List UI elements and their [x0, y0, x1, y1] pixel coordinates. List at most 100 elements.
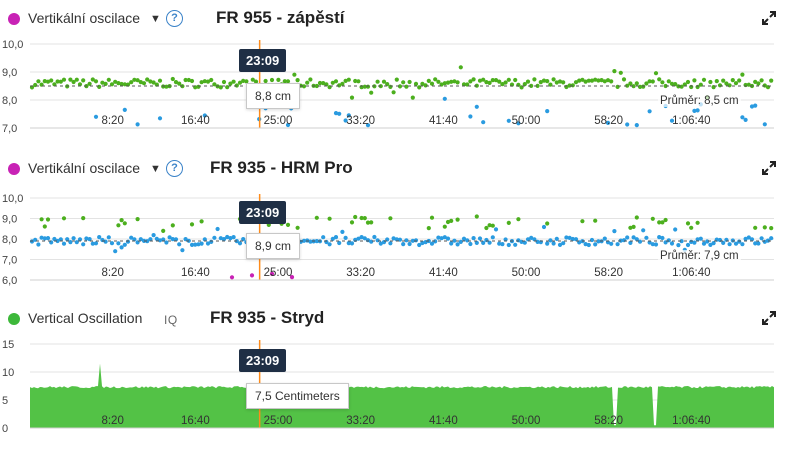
data-point — [455, 242, 460, 247]
x-tick-label: 1:06:40 — [672, 415, 710, 427]
data-point — [103, 239, 108, 244]
data-point — [561, 241, 566, 246]
panel-3-header: Vertical Oscillation IQ FR 935 - Stryd — [0, 308, 794, 330]
data-point — [769, 78, 774, 83]
data-point — [173, 80, 179, 85]
data-point — [653, 242, 659, 247]
data-point — [177, 242, 182, 247]
data-point — [186, 77, 191, 83]
data-point — [164, 84, 169, 89]
data-point — [545, 221, 550, 226]
data-point — [532, 77, 537, 82]
data-point — [58, 237, 63, 242]
data-point — [458, 239, 463, 244]
data-point — [369, 220, 374, 225]
data-point — [135, 122, 140, 127]
data-point — [753, 79, 758, 84]
data-point — [762, 122, 767, 127]
data-point — [650, 242, 655, 247]
data-point — [423, 83, 428, 88]
chart-fr935-hrm[interactable]: 10,0 9,0 8,0 7,0 6,0 8:20 16:40 25:00 33:20 41:40… — [0, 188, 794, 292]
data-point — [602, 79, 607, 84]
caret-down-icon[interactable]: ▼ — [150, 163, 161, 175]
data-point — [461, 82, 467, 87]
x-tick-label: 25:00 — [264, 415, 293, 427]
data-point — [218, 236, 223, 241]
data-point — [756, 81, 761, 86]
data-point — [68, 77, 73, 82]
data-point — [442, 81, 447, 86]
data-point — [545, 79, 550, 84]
x-tick-label: 58:20 — [594, 115, 623, 127]
data-point — [506, 77, 511, 82]
data-point — [695, 220, 700, 225]
data-point — [97, 84, 102, 89]
chart-stryd[interactable]: 15 10 5 0 8:20 16:40 25:00 33:20 41:40 50:00 58:20… — [0, 338, 794, 434]
data-point — [551, 241, 556, 246]
data-point — [170, 237, 175, 242]
data-point — [721, 78, 726, 83]
area-series — [30, 363, 774, 428]
data-point — [532, 237, 537, 242]
data-point — [241, 78, 246, 83]
caret-down-icon[interactable]: ▼ — [150, 13, 161, 25]
expand-arrows-icon[interactable] — [762, 161, 776, 175]
data-point — [631, 84, 636, 89]
data-point — [109, 241, 115, 246]
data-point — [653, 71, 659, 76]
data-point — [548, 82, 553, 87]
data-point — [225, 234, 230, 240]
data-point — [561, 80, 566, 85]
data-point — [119, 218, 124, 223]
data-point — [461, 236, 467, 241]
question-circle-icon[interactable]: ? — [166, 160, 183, 177]
expand-arrows-icon[interactable] — [762, 311, 776, 325]
x-tick-label: 33:20 — [346, 267, 375, 279]
data-point — [218, 85, 223, 90]
data-point — [468, 79, 473, 84]
metric-dropdown-label[interactable]: Vertikální oscilace — [28, 160, 141, 176]
metric-dropdown-label[interactable]: Vertikální oscilace — [28, 10, 141, 26]
data-point — [189, 242, 195, 247]
data-point — [436, 235, 441, 240]
data-point — [241, 237, 246, 242]
y-tick-label: 8,0 — [2, 95, 17, 107]
data-point — [183, 77, 188, 83]
expand-arrows-icon[interactable] — [762, 11, 776, 25]
data-point — [692, 78, 697, 83]
data-point — [692, 240, 697, 245]
data-point — [554, 236, 559, 241]
data-point — [285, 222, 291, 227]
data-point — [484, 80, 489, 85]
question-circle-icon[interactable]: ? — [166, 10, 183, 27]
data-point — [337, 111, 342, 116]
data-point — [641, 84, 646, 89]
data-point — [221, 79, 227, 85]
data-point — [135, 78, 140, 83]
data-point — [170, 223, 175, 228]
data-point — [202, 79, 207, 84]
data-point — [145, 77, 150, 82]
data-point — [420, 81, 425, 86]
metric-label[interactable]: Vertical Oscillation — [28, 310, 143, 326]
data-point — [455, 80, 460, 85]
chart-fr955[interactable]: 10,0 9,0 8,0 7,0 8:20 16:40 25:00 33:20 41:40 50:… — [0, 38, 794, 138]
series-marker — [8, 163, 20, 175]
data-point — [407, 79, 412, 85]
x-tick-label: 1:06:40 — [672, 115, 710, 127]
data-point — [449, 241, 454, 246]
data-point — [570, 83, 575, 88]
data-point — [103, 81, 108, 86]
data-point — [122, 242, 127, 247]
average-label: Průměr: 8,5 cm — [658, 95, 741, 107]
data-point — [625, 83, 630, 88]
data-point — [212, 82, 217, 87]
data-point — [161, 228, 166, 233]
data-point — [753, 103, 758, 108]
data-point — [375, 79, 380, 84]
data-point — [349, 241, 355, 246]
data-point — [634, 81, 639, 86]
data-point — [231, 79, 236, 84]
data-point — [628, 240, 633, 245]
data-point — [669, 241, 675, 246]
